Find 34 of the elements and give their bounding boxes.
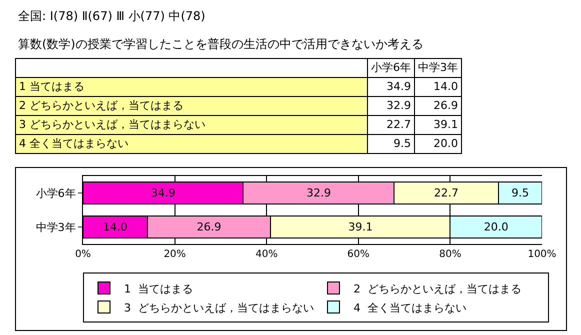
data-label: 9.5 xyxy=(511,186,529,200)
text: 9.5 xyxy=(394,137,411,150)
text: 4 全く当てはまらない xyxy=(19,137,128,150)
text: 26.9 xyxy=(434,99,458,112)
x-tick-label: 60% xyxy=(347,249,370,260)
x-tick-label: 40% xyxy=(255,249,278,260)
chart-title: 全国: Ⅰ(78) Ⅱ(67) Ⅲ 小(77) 中(78) xyxy=(18,8,206,25)
legend-label: 2 どちらかといえば，当てはまる xyxy=(354,282,522,296)
text: 1 当てはまる xyxy=(19,80,84,93)
data-label: 26.9 xyxy=(196,220,222,234)
data-label: 22.7 xyxy=(434,186,459,200)
data-label: 34.9 xyxy=(150,186,176,200)
chart-subtitle: 算数(数学)の授業で学習したことを普段の生活の中で活用できないか考える xyxy=(18,36,424,53)
x-tick-label: 80% xyxy=(439,249,462,260)
data-label: 39.1 xyxy=(348,220,373,234)
text: 3 どちらかといえば，当てはまらない xyxy=(19,118,206,131)
text: 22.7 xyxy=(386,118,411,131)
category-label: 中学3年 xyxy=(418,61,458,74)
category-label: 小学6年 xyxy=(371,61,411,74)
x-tick-label: 0% xyxy=(75,249,91,260)
legend-label: 4 全く当てはまらない xyxy=(354,301,466,314)
x-tick-label: 100% xyxy=(528,249,556,260)
text: 39.1 xyxy=(434,118,458,131)
data-label: 32.9 xyxy=(306,186,331,200)
legend-label: 3 どちらかといえば，当てはまらない xyxy=(124,301,314,314)
text: 34.9 xyxy=(386,80,411,93)
x-tick-label: 20% xyxy=(164,249,186,260)
text: 2 どちらかといえば，当てはまる xyxy=(19,99,184,112)
data-label: 20.0 xyxy=(484,220,508,234)
text: 14.0 xyxy=(434,80,458,93)
text: 32.9 xyxy=(386,99,411,112)
legend-label: 1 当てはまる xyxy=(124,282,193,296)
text: 20.0 xyxy=(434,137,458,150)
data-label: 14.0 xyxy=(102,220,128,234)
